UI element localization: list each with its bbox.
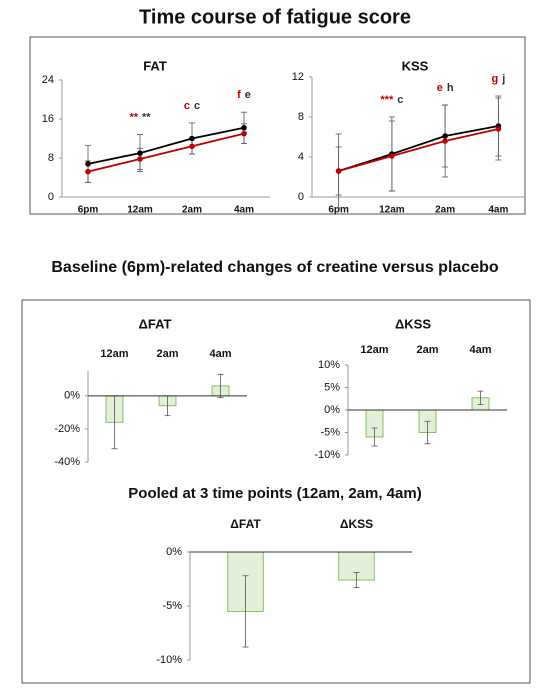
y-tick-label: 0% [324,404,340,416]
y-tick-label: 0 [298,191,304,203]
annotation-part: c [194,100,200,112]
x-tick-label: 4am [488,205,508,216]
error-bar [242,575,249,648]
point [241,124,247,131]
chart-title: ΔFAT [139,316,172,331]
point [85,161,91,167]
y-tick-label: -20% [54,423,80,435]
y-tick-label: 0 [48,191,54,203]
x-tick-label: 2am [416,344,438,356]
point [189,143,195,150]
annotation-part: ** [142,112,151,124]
annotation-part: c [184,100,190,112]
y-tick-label: 4 [298,151,304,163]
annotation: *** c [380,94,403,106]
chart-title: ΔKSS [395,316,431,331]
point [389,153,395,159]
annotation: ** ** [129,112,151,124]
y-tick-label: -10% [156,654,182,666]
x-tick-label: 12am [100,348,128,360]
y-tick-label: 8 [298,111,304,123]
error-bar [353,572,360,589]
annotation-part: j [501,73,505,85]
line [87,126,245,165]
line [338,125,499,172]
error-bar [477,390,484,406]
x-tick-label: 2am [435,205,455,216]
point [442,138,448,144]
point [241,130,247,137]
x-tick-label: 12am [379,205,405,216]
point [495,126,502,132]
x-tick-label: 2am [182,205,202,216]
point [137,156,143,162]
chart-title: Pooled at 3 time points (12am, 2am, 4am) [128,485,421,502]
annotation-part: h [447,82,454,94]
point [189,135,195,142]
y-tick-label: 0% [166,546,182,558]
chart-title: KSS [402,58,429,73]
y-tick-label: 8 [48,152,54,164]
x-tick-label: 12am [360,344,388,356]
x-tick-label: 4am [469,344,491,356]
x-tick-label: 4am [234,205,254,216]
panel-frame [21,299,531,684]
error-bar [424,420,431,445]
point [442,133,448,139]
annotation-part: f [237,89,241,101]
x-tick-label: 6pm [328,205,349,216]
annotation-part: *** [380,94,394,106]
y-tick-label: 5% [324,381,340,393]
line [87,132,245,173]
y-tick-label: -40% [54,456,80,468]
x-tick-label: 12am [127,205,153,216]
annotation-part: ** [129,112,138,124]
y-tick-label: -5% [320,426,340,438]
y-tick-label: 10% [318,359,340,371]
x-tick-label: 2am [156,348,178,360]
y-tick-label: -5% [162,600,182,612]
annotation-part: e [437,82,443,94]
x-tick-label: 4am [209,348,231,360]
line [338,128,499,172]
annotation-part: g [491,73,498,85]
annotation-part: c [397,94,403,106]
section-title: Baseline (6pm)-related changes of creati… [51,259,499,276]
section-title: Time course of fatigue score [139,6,411,28]
chart-title: FAT [143,58,167,73]
error-bar [371,427,378,447]
x-tick-label: ΔFAT [230,517,261,531]
point [137,150,143,156]
error-bar [217,373,224,398]
point [85,168,91,175]
panel-frame [29,36,526,215]
y-tick-label: -10% [314,449,340,461]
y-tick-label: 16 [42,113,54,125]
y-tick-label: 24 [42,74,54,86]
annotation-part: e [245,89,251,101]
y-tick-label: 12 [292,71,304,83]
x-tick-label: 6pm [78,205,99,216]
x-tick-label: ΔKSS [340,517,373,531]
y-tick-label: 0% [64,390,80,402]
point [335,168,342,174]
